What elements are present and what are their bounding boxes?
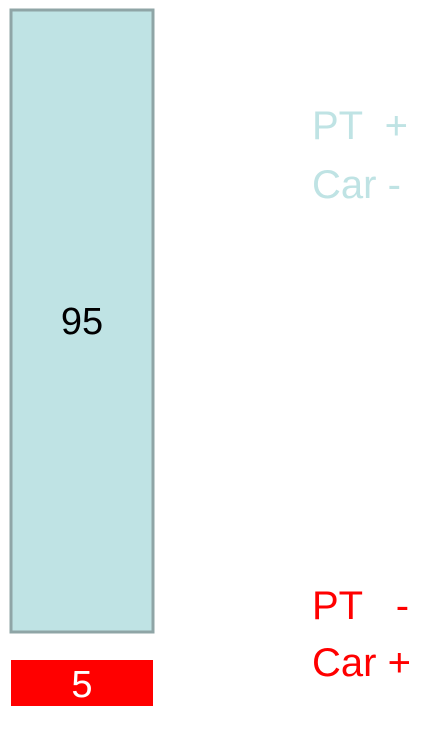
- legend-car-minus: Car -: [312, 163, 401, 207]
- legend-pt-plus: PT +: [312, 104, 408, 148]
- legend-pt-minus: PT -: [312, 584, 410, 628]
- bar-segment-pt-minus-car-plus: [11, 660, 153, 706]
- bar-segment-pt-plus-car-minus: [9, 8, 155, 634]
- data-label-5: 5: [71, 664, 92, 706]
- data-label-95: 95: [61, 301, 103, 343]
- legend-car-plus: Car +: [312, 641, 411, 685]
